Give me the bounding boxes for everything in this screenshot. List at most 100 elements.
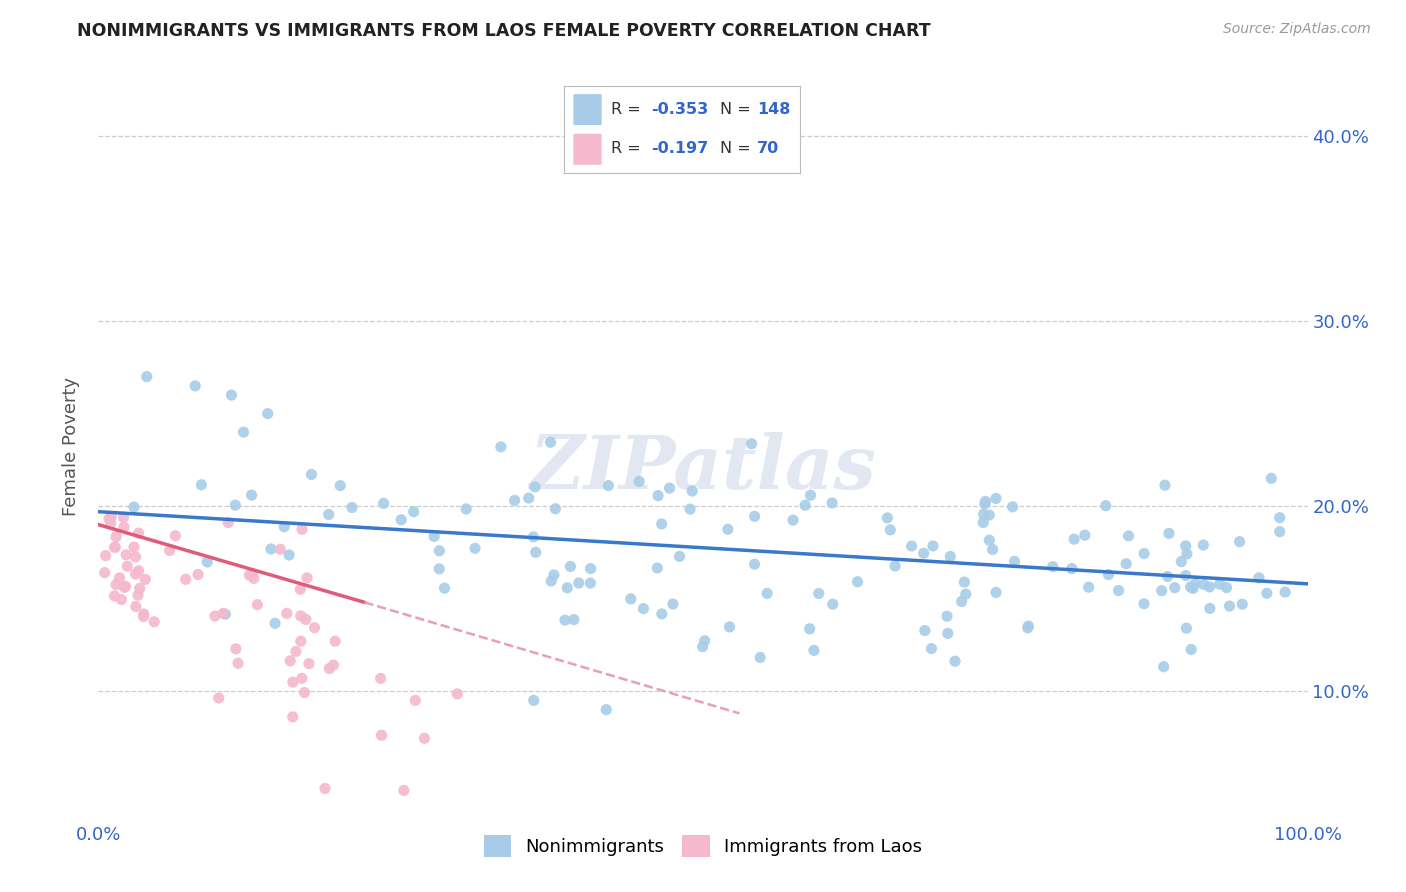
Point	[184, 379, 207, 393]
Point	[658, 481, 681, 495]
Point	[114, 579, 136, 593]
Point	[323, 634, 346, 648]
Legend: Nonimmigrants, Immigrants from Laos: Nonimmigrants, Immigrants from Laos	[477, 828, 929, 864]
Point	[1260, 471, 1282, 485]
Point	[693, 633, 716, 648]
Point	[370, 728, 392, 742]
Point	[392, 783, 415, 797]
Point	[1170, 555, 1192, 569]
Point	[821, 597, 844, 611]
Point	[489, 440, 512, 454]
Point	[301, 467, 323, 482]
Point	[1153, 659, 1175, 673]
Point	[329, 478, 352, 492]
Point	[281, 675, 304, 690]
Point	[1150, 583, 1173, 598]
Point	[318, 661, 340, 675]
Point	[1268, 524, 1291, 539]
Point	[290, 634, 312, 648]
Point	[633, 601, 655, 615]
Point	[782, 513, 804, 527]
Point	[794, 498, 817, 512]
Point	[273, 519, 295, 533]
Point	[278, 548, 301, 562]
Point	[1118, 529, 1140, 543]
Point	[543, 568, 565, 582]
Point	[217, 516, 239, 530]
Point	[1274, 585, 1296, 599]
Point	[269, 542, 291, 557]
Point	[125, 599, 148, 614]
Point	[278, 654, 301, 668]
Point	[799, 622, 821, 636]
Point	[1180, 642, 1202, 657]
Point	[1154, 478, 1177, 492]
Point	[620, 591, 643, 606]
Point	[103, 589, 125, 603]
Point	[974, 494, 997, 508]
Point	[423, 529, 446, 543]
Point	[221, 388, 243, 402]
Point	[115, 548, 138, 562]
Point	[950, 594, 973, 608]
Point	[1108, 583, 1130, 598]
Point	[503, 493, 526, 508]
Point	[598, 478, 620, 492]
Point	[295, 571, 318, 585]
Point	[972, 516, 994, 530]
Point	[1232, 597, 1254, 611]
Point	[1174, 568, 1197, 582]
Point	[1192, 538, 1215, 552]
Point	[922, 539, 945, 553]
Point	[679, 502, 702, 516]
Point	[1174, 539, 1197, 553]
Point	[803, 643, 825, 657]
Point	[523, 693, 546, 707]
Point	[1198, 601, 1220, 615]
Point	[1182, 582, 1205, 596]
Point	[195, 555, 218, 569]
Point	[662, 597, 685, 611]
Point	[846, 574, 869, 589]
Point	[560, 559, 582, 574]
Point	[132, 607, 155, 621]
Point	[979, 533, 1001, 548]
Point	[579, 576, 602, 591]
Point	[294, 685, 316, 699]
Point	[370, 672, 392, 686]
Point	[595, 703, 617, 717]
Point	[628, 475, 651, 489]
Point	[208, 690, 231, 705]
Point	[1077, 580, 1099, 594]
Point	[124, 567, 146, 582]
Point	[98, 512, 121, 526]
Point	[128, 582, 150, 596]
Point	[914, 624, 936, 638]
Point	[1001, 500, 1024, 514]
Point	[717, 522, 740, 536]
Point	[647, 489, 669, 503]
Point	[464, 541, 486, 556]
Point	[143, 615, 166, 629]
Point	[134, 572, 156, 586]
Point	[165, 529, 187, 543]
Point	[544, 501, 567, 516]
Point	[127, 588, 149, 602]
Point	[318, 508, 340, 522]
Point	[212, 607, 235, 621]
Point	[291, 671, 314, 685]
Point	[427, 562, 450, 576]
Point	[540, 435, 562, 450]
Point	[1156, 569, 1178, 583]
Point	[190, 478, 212, 492]
Point	[1164, 581, 1187, 595]
Point	[413, 731, 436, 746]
Point	[879, 523, 901, 537]
Point	[1074, 528, 1097, 542]
Point	[973, 507, 995, 521]
Point	[651, 516, 673, 531]
Point	[132, 609, 155, 624]
Point	[240, 567, 263, 582]
Point	[1218, 599, 1240, 613]
Point	[517, 491, 540, 505]
